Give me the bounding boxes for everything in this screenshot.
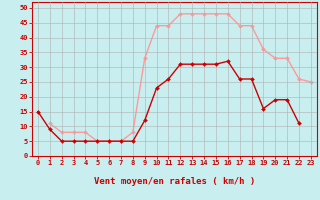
X-axis label: Vent moyen/en rafales ( km/h ): Vent moyen/en rafales ( km/h ) <box>94 177 255 186</box>
